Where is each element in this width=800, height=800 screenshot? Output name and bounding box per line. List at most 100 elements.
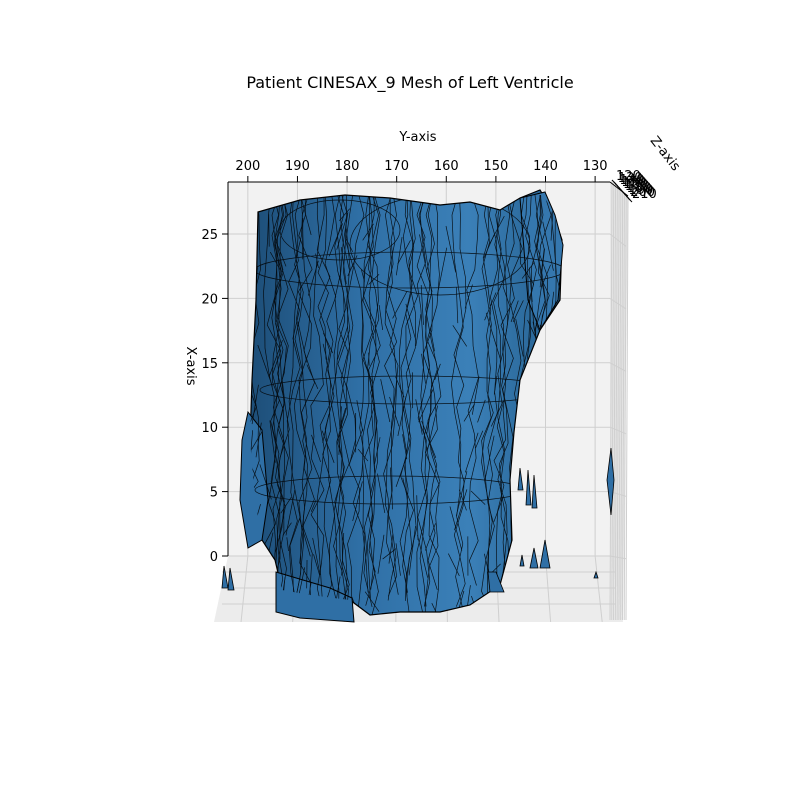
mesh-edge [388,534,394,564]
mesh-fragment [531,474,538,509]
z-tick-label: 170 [625,179,650,194]
mesh-edge [455,287,459,324]
mesh-edge [484,435,495,482]
mesh-edge [405,303,416,340]
mesh-edge [367,194,380,590]
mesh-edge [419,234,427,271]
mesh-edge [280,497,292,514]
mesh-edge [429,328,435,352]
mesh-edge [361,194,372,593]
mesh-edge [307,260,319,296]
mesh-edge [330,194,345,612]
mesh-edge [416,194,431,607]
mesh-edge [363,194,377,607]
mesh-edge [458,489,467,511]
mesh-edge [275,194,289,615]
mesh-edge [395,457,407,488]
mesh-edge [500,194,515,601]
mesh-edge [377,473,386,513]
grid-line-z [611,181,615,621]
x-tick-label: 25 [201,228,218,243]
mesh-fragment [529,547,539,569]
mesh-bottom-flap [275,571,355,623]
y-tick-label: 160 [434,159,459,174]
z-tick-label: 160 [623,177,648,192]
mesh-edge [316,194,331,597]
mesh-edge [418,389,434,423]
mesh-edge [298,194,313,615]
z-tick-mark [627,197,633,203]
grid-line-z [613,183,617,621]
mesh-edge [417,534,428,578]
mesh-edge [352,194,366,611]
grid-line-z [618,189,622,621]
mesh-edge [368,352,370,366]
mesh-edge [465,432,479,473]
grid-line-z [616,187,620,621]
mesh-edge [449,506,463,551]
mesh-edge [424,523,436,551]
mesh-edge [378,305,384,331]
mesh-edge [299,518,311,557]
mesh-edge [328,223,343,257]
mesh-edge [434,363,441,381]
y-tick-label: 130 [583,159,608,174]
mesh-edge [301,199,312,236]
mesh-edge [251,384,259,425]
mesh-edge [426,405,438,453]
mesh-edge [532,321,536,336]
mesh-edge [337,326,349,360]
mesh-edge [481,194,495,615]
mesh-edge [339,208,351,221]
mesh-edge [402,477,408,496]
x-tick-label: 10 [201,421,218,436]
mesh-edge [445,225,457,273]
mesh-edge [389,396,400,427]
z-tick-label: 140 [620,173,645,188]
mesh-edge [402,434,408,460]
mesh-edge [323,332,334,354]
mesh-left-flap [239,410,269,549]
floor-grid-line [594,555,603,623]
x-tick-label: 0 [210,550,218,565]
grid-line-z [614,185,618,621]
mesh-edge [424,194,440,596]
mesh-edge [336,194,351,605]
mesh-edge [345,194,360,615]
mesh-edge [306,364,319,390]
grid-line-z [609,179,613,621]
mesh-fragment [606,447,615,516]
mesh-edge [313,554,320,576]
mesh-edge [322,343,328,360]
mesh-edge [272,194,287,605]
mesh-edge [310,194,325,615]
mesh-edge [397,396,407,437]
mesh-edge [475,430,484,448]
mesh-edge [392,290,408,319]
mesh-edge [336,212,349,250]
y-tick-label: 150 [483,159,508,174]
mesh-edge [338,406,342,455]
mesh-edge [380,379,391,423]
mesh-edge [312,537,321,576]
x-tick-label: 20 [201,292,218,307]
mesh-edge [268,340,283,378]
mesh-edge [374,437,381,465]
mesh-edge [282,522,292,536]
mesh-edge [269,420,276,463]
grid-line-z [625,197,629,621]
z-tick-label: 150 [621,175,646,190]
mesh-fragment [539,539,551,569]
mesh-edge [463,403,475,422]
mesh-edge [521,261,535,279]
side-grid-line [609,555,627,560]
x-tick-label: 5 [210,486,218,501]
mesh-edge [324,194,338,606]
mesh-fragment [517,467,524,491]
mesh-edge [274,194,285,613]
mesh-edge [364,591,380,612]
mesh-edge [453,194,467,607]
mesh-edge [322,414,330,443]
mesh-edge [266,194,282,608]
